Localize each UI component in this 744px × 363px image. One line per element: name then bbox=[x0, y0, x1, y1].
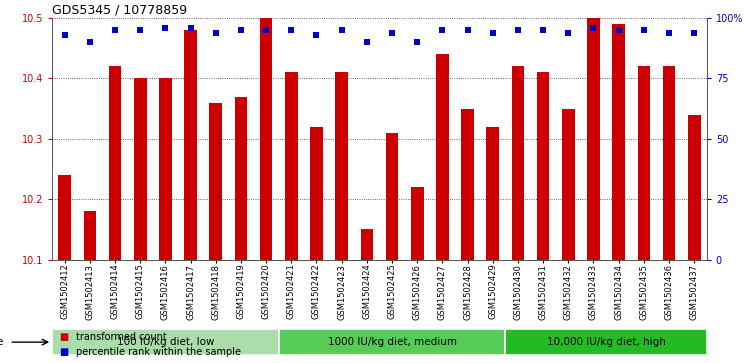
Point bbox=[134, 27, 146, 33]
Point bbox=[84, 39, 96, 45]
Bar bbox=[385, 133, 398, 260]
Bar bbox=[185, 30, 197, 260]
Bar bbox=[134, 78, 147, 260]
Bar bbox=[512, 66, 525, 260]
Bar bbox=[612, 24, 625, 260]
Text: 100 IU/kg diet, low: 100 IU/kg diet, low bbox=[117, 337, 214, 347]
Text: dose: dose bbox=[0, 337, 4, 347]
Point bbox=[336, 27, 347, 33]
Point bbox=[688, 30, 700, 36]
Bar bbox=[52, 329, 279, 355]
Bar bbox=[285, 73, 298, 260]
Bar bbox=[336, 73, 348, 260]
Point bbox=[210, 30, 222, 36]
Bar bbox=[210, 103, 222, 260]
Bar bbox=[83, 211, 96, 260]
Point bbox=[286, 27, 298, 33]
Text: percentile rank within the sample: percentile rank within the sample bbox=[76, 347, 241, 357]
Bar bbox=[487, 127, 499, 260]
Point bbox=[411, 39, 423, 45]
Point bbox=[185, 25, 196, 31]
Point bbox=[537, 27, 549, 33]
Point bbox=[663, 30, 675, 36]
Text: GDS5345 / 10778859: GDS5345 / 10778859 bbox=[52, 4, 187, 17]
Point bbox=[59, 32, 71, 38]
Point bbox=[235, 27, 247, 33]
Bar bbox=[461, 109, 474, 260]
Point bbox=[159, 25, 171, 31]
Bar bbox=[310, 127, 323, 260]
Point bbox=[512, 27, 524, 33]
Text: transformed count: transformed count bbox=[76, 332, 167, 342]
Bar bbox=[436, 54, 449, 260]
Point bbox=[487, 30, 498, 36]
Bar bbox=[279, 329, 505, 355]
Bar bbox=[234, 97, 247, 260]
Point bbox=[109, 27, 121, 33]
Point bbox=[613, 27, 625, 33]
Bar bbox=[109, 66, 121, 260]
Point bbox=[386, 30, 398, 36]
Point bbox=[588, 25, 600, 31]
Bar bbox=[411, 187, 423, 260]
Bar bbox=[159, 78, 172, 260]
Bar bbox=[361, 229, 373, 260]
Point bbox=[638, 27, 650, 33]
Point bbox=[461, 27, 473, 33]
Bar bbox=[537, 73, 549, 260]
Bar bbox=[688, 115, 701, 260]
Point bbox=[260, 27, 272, 33]
Text: 10,000 IU/kg diet, high: 10,000 IU/kg diet, high bbox=[547, 337, 666, 347]
Point bbox=[310, 32, 322, 38]
Bar bbox=[638, 66, 650, 260]
Bar bbox=[587, 18, 600, 260]
Point bbox=[361, 39, 373, 45]
Bar bbox=[260, 18, 272, 260]
Bar bbox=[58, 175, 71, 260]
Point bbox=[437, 27, 449, 33]
Text: ■: ■ bbox=[60, 332, 68, 342]
Text: ■: ■ bbox=[60, 347, 68, 357]
Text: 1000 IU/kg diet, medium: 1000 IU/kg diet, medium bbox=[327, 337, 457, 347]
Bar bbox=[505, 329, 707, 355]
Point bbox=[562, 30, 574, 36]
Bar bbox=[562, 109, 574, 260]
Bar bbox=[663, 66, 676, 260]
